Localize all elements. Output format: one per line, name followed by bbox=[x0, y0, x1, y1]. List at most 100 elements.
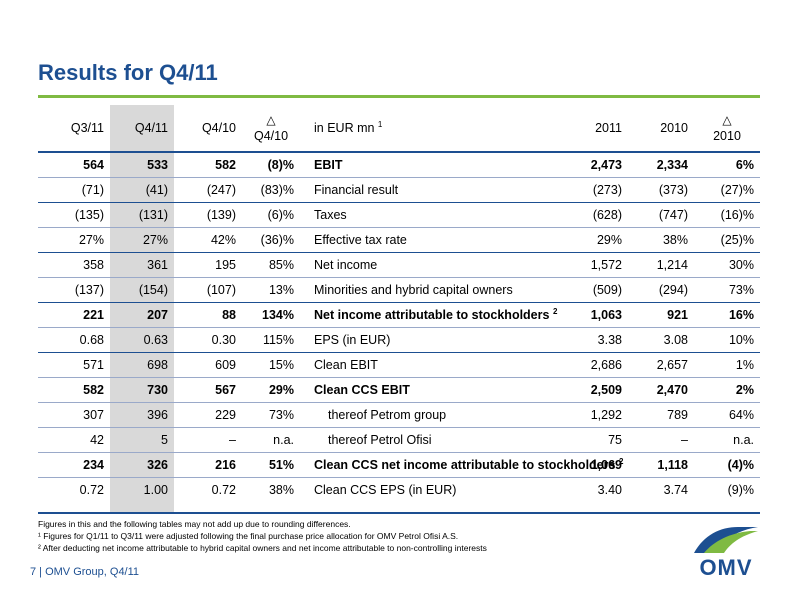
cell-q3-11: 358 bbox=[38, 252, 110, 278]
cell-q4-11: (41) bbox=[110, 177, 174, 203]
table-row: 221 207 88 134% Net income attributable … bbox=[38, 302, 760, 328]
cell-delta-quarter: 115% bbox=[242, 327, 300, 353]
cell-delta-quarter: 51% bbox=[242, 452, 300, 478]
cell-delta-quarter: (6)% bbox=[242, 202, 300, 228]
cell-2010: 2,334 bbox=[656, 158, 688, 172]
cell-label: Minorities and hybrid capital owners bbox=[300, 277, 558, 303]
cell-q4-11: 326 bbox=[110, 452, 174, 478]
cell-q3-11: 0.72 bbox=[38, 477, 110, 502]
cell-delta-year: 64% bbox=[694, 402, 760, 428]
cell-2010: 921 bbox=[628, 302, 694, 328]
omv-logo: OMV bbox=[690, 523, 762, 583]
cell-2011: 1,572 bbox=[558, 252, 628, 278]
cell-q4-11: 361 bbox=[110, 252, 174, 278]
cell-q4-10: 42% bbox=[174, 227, 242, 253]
cell-q3-11: 307 bbox=[38, 402, 110, 428]
table-row: 0.72 1.00 0.72 38% Clean CCS EPS (in EUR… bbox=[38, 477, 760, 502]
cell-label: EPS (in EUR) bbox=[300, 327, 558, 353]
cell-q4-11: 698 bbox=[110, 352, 174, 378]
header-delta-year: △ 2010 bbox=[694, 105, 760, 153]
cell-q3-11: 571 bbox=[38, 352, 110, 378]
cell-delta-year: 10% bbox=[694, 327, 760, 353]
cell-q4-10: (107) bbox=[174, 277, 242, 303]
header-2011: 2011 bbox=[558, 105, 628, 153]
delta-triangle-icon: △ bbox=[266, 113, 276, 127]
cell-q4-10: 229 bbox=[174, 402, 242, 428]
cell-delta-quarter: 73% bbox=[242, 402, 300, 428]
cell-2011: 1,063 bbox=[558, 302, 628, 328]
cell-2011: 3.40 bbox=[558, 477, 628, 502]
cell-delta-year: 30% bbox=[694, 252, 760, 278]
header-label: in EUR mn 1 bbox=[300, 105, 558, 153]
cell-2010: (373) bbox=[628, 177, 694, 203]
cell-delta-year: 6% bbox=[735, 158, 754, 172]
cell-q4-11: 27% bbox=[110, 227, 174, 253]
cell-delta-year: (4)% bbox=[694, 452, 760, 478]
cell-delta-year: 1% bbox=[694, 352, 760, 378]
cell-label-footnote: 2 bbox=[552, 306, 558, 316]
footnotes: Figures in this and the following tables… bbox=[38, 518, 598, 554]
cell-q3-11: 234 bbox=[38, 452, 110, 478]
cell-q4-11: 5 bbox=[110, 427, 174, 453]
cell-q4-11: (131) bbox=[110, 202, 174, 228]
cell-delta-quarter: 134% bbox=[242, 302, 300, 328]
cell-q3-11: (71) bbox=[38, 177, 110, 203]
cell-2010: 3.08 bbox=[628, 327, 694, 353]
table-row: 307 396 229 73% thereof Petrom group 1,2… bbox=[38, 402, 760, 428]
cell-2010: 2,657 bbox=[628, 352, 694, 378]
cell-2011: 2,509 bbox=[558, 377, 628, 403]
table-row: 564 533 582 (8)% EBIT 2,473 2,334 6% bbox=[38, 152, 760, 178]
cell-label-text: Net income attributable to stockholders bbox=[314, 307, 550, 322]
cell-q4-10: 0.72 bbox=[174, 477, 242, 502]
results-table: Q3/11 Q4/11 Q4/10 △ Q4/10 in EUR mn 1 20… bbox=[38, 105, 760, 502]
cell-q4-11: 207 bbox=[110, 302, 174, 328]
cell-delta-year: (25)% bbox=[694, 227, 760, 253]
cell-q4-10: (139) bbox=[174, 202, 242, 228]
footnote-rounding: Figures in this and the following tables… bbox=[38, 519, 351, 529]
cell-delta-quarter: n.a. bbox=[242, 427, 300, 453]
cell-2010: 1,118 bbox=[628, 452, 694, 478]
cell-label: Clean EBIT bbox=[300, 352, 558, 378]
cell-2011: (273) bbox=[558, 177, 628, 203]
cell-label: thereof Petrol Ofisi bbox=[300, 427, 558, 453]
cell-q4-11: 730 bbox=[110, 377, 174, 403]
table-row: (71) (41) (247) (83)% Financial result (… bbox=[38, 177, 760, 203]
cell-q4-10: 88 bbox=[174, 302, 242, 328]
cell-q4-10: 609 bbox=[174, 352, 242, 378]
cell-label: Taxes bbox=[300, 202, 558, 228]
cell-2010: (294) bbox=[628, 277, 694, 303]
delta-triangle-icon: △ bbox=[722, 113, 732, 127]
header-q4-11: Q4/11 bbox=[110, 105, 174, 153]
page-footer: 7 | OMV Group, Q4/11 bbox=[30, 566, 140, 578]
header-label-text: in EUR mn bbox=[314, 121, 375, 135]
table-row: 42 5 – n.a. thereof Petrol Ofisi 75 – n.… bbox=[38, 427, 760, 453]
cell-2011: (628) bbox=[558, 202, 628, 228]
header-delta-quarter: △ Q4/10 bbox=[242, 105, 300, 153]
cell-q4-10: 0.30 bbox=[174, 327, 242, 353]
cell-q4-10: (247) bbox=[174, 177, 242, 203]
cell-label: Net income attributable to stockholders … bbox=[300, 302, 558, 328]
cell-q4-10: 567 bbox=[174, 377, 242, 403]
cell-delta-quarter: 85% bbox=[242, 252, 300, 278]
footnote-1: ¹ Figures for Q1/11 to Q3/11 were adjust… bbox=[38, 531, 459, 541]
cell-q4-10: 195 bbox=[174, 252, 242, 278]
cell-q3-11: 27% bbox=[38, 227, 110, 253]
cell-q4-11: 533 bbox=[147, 158, 168, 172]
cell-label: Clean CCS EBIT bbox=[300, 377, 558, 403]
table-header-row: Q3/11 Q4/11 Q4/10 △ Q4/10 in EUR mn 1 20… bbox=[38, 105, 760, 153]
cell-label: Clean CCS net income attributable to sto… bbox=[300, 452, 623, 478]
title-divider bbox=[38, 95, 760, 98]
table-row: 234 326 216 51% Clean CCS net income att… bbox=[38, 452, 760, 478]
cell-delta-quarter: 13% bbox=[242, 277, 300, 303]
cell-2010: 38% bbox=[628, 227, 694, 253]
cell-label-text: Clean CCS net income attributable to sto… bbox=[314, 457, 616, 472]
cell-2010: 2,470 bbox=[628, 377, 694, 403]
table-row: (137) (154) (107) 13% Minorities and hyb… bbox=[38, 277, 760, 303]
cell-q3-11: (135) bbox=[38, 202, 110, 228]
cell-label: thereof Petrom group bbox=[300, 402, 558, 428]
cell-q3-11: 582 bbox=[38, 377, 110, 403]
omv-logo-icon bbox=[694, 527, 758, 553]
cell-delta-quarter: (83)% bbox=[242, 177, 300, 203]
header-q3-11: Q3/11 bbox=[38, 105, 110, 153]
cell-delta-quarter: 38% bbox=[242, 477, 300, 502]
